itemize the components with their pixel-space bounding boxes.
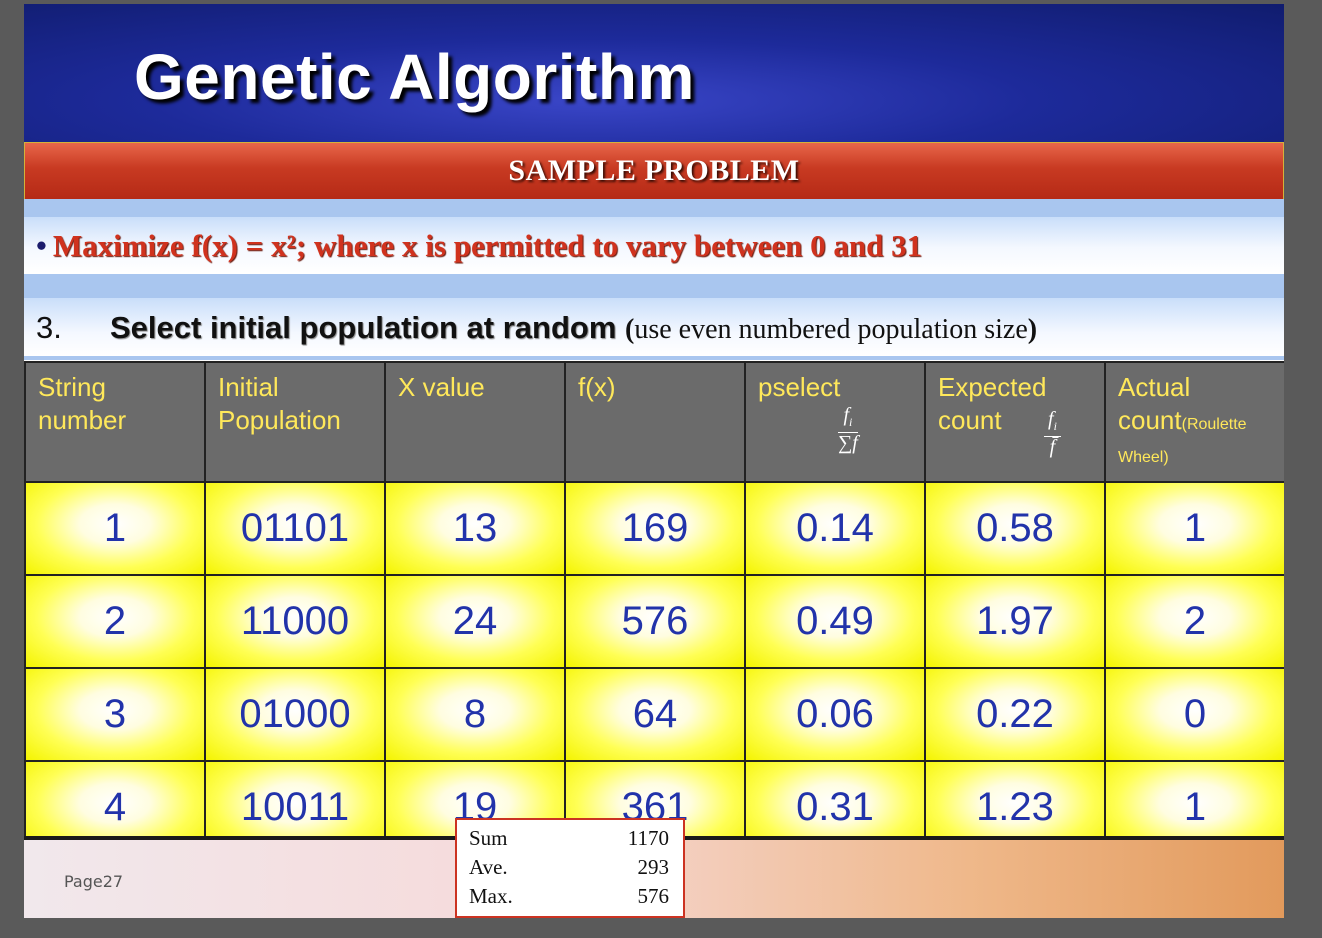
stat-value: 293	[637, 855, 670, 879]
header-string-number: String number	[24, 361, 206, 483]
table-cell: 0.06	[744, 667, 926, 762]
table-cell: 1	[1104, 481, 1284, 576]
problem-statement: • Maximize f(x) = x²; where x is permitte…	[36, 228, 922, 264]
step-number: 3.	[36, 310, 62, 345]
stat-label: Ave.	[469, 855, 508, 879]
title-bar: Genetic Algorithm	[24, 4, 1284, 142]
table-cell: 0.58	[924, 481, 1106, 576]
table-cell: 8	[384, 667, 566, 762]
page-number: Page27	[64, 872, 124, 891]
table-cell: 24	[384, 574, 566, 669]
expected-count-formula: fi f̄	[1044, 409, 1061, 457]
table-row: 2 11000 24 576 0.49 1.97 2	[24, 574, 1284, 669]
summary-stats-box: Sum 1170 Ave. 293 Max. 576	[455, 818, 685, 918]
stat-label: Sum	[469, 826, 508, 850]
stat-row-average: Ave. 293	[457, 855, 683, 884]
header-expected-count: Expected count fi f̄	[924, 361, 1106, 483]
table-header-row: String number Initial Population X value f…	[24, 361, 1284, 483]
step-heading: Select initial population at random (use…	[110, 310, 1037, 346]
table-cell: 0	[1104, 667, 1284, 762]
table-cell: 11000	[204, 574, 386, 669]
pselect-formula: fi ∑f	[838, 404, 858, 454]
table-cell: 13	[384, 481, 566, 576]
step-title: Select initial population at random	[110, 310, 617, 345]
stat-value: 576	[637, 884, 670, 908]
table-cell: 2	[24, 574, 206, 669]
divider-band	[24, 199, 1284, 217]
table-cell: 0.22	[924, 667, 1106, 762]
header-pselect: pselect fi ∑f	[744, 361, 926, 483]
stat-row-sum: Sum 1170	[457, 826, 683, 855]
header-initial-population: Initial Population	[204, 361, 386, 483]
slide: Genetic Algorithm SAMPLE PROBLEM • Maximi…	[24, 4, 1284, 918]
table-cell: 01101	[204, 481, 386, 576]
step-note: (use even numbered population size)	[625, 314, 1038, 345]
stat-label: Max.	[469, 884, 513, 908]
section-header-bar: SAMPLE PROBLEM	[24, 142, 1284, 200]
table-cell: 1.97	[924, 574, 1106, 669]
table-cell: 576	[564, 574, 746, 669]
table-cell: 169	[564, 481, 746, 576]
header-fx: f(x)	[564, 361, 746, 483]
table-cell: 0.14	[744, 481, 926, 576]
population-table: String number Initial Population X value f…	[24, 361, 1284, 855]
table-row: 1 01101 13 169 0.14 0.58 1	[24, 481, 1284, 576]
problem-statement-row: • Maximize f(x) = x²; where x is permitte…	[24, 217, 1284, 273]
header-actual-count: Actual count(Roulette Wheel)	[1104, 361, 1284, 483]
stat-row-max: Max. 576	[457, 884, 683, 913]
table-cell: 2	[1104, 574, 1284, 669]
step-row: 3. Select initial population at random (…	[24, 298, 1284, 360]
table-cell: 64	[564, 667, 746, 762]
slide-title: Genetic Algorithm	[134, 41, 695, 113]
bullet-icon: •	[36, 228, 47, 263]
divider-band	[24, 274, 1284, 298]
stat-value: 1170	[627, 826, 669, 850]
table-row: 3 01000 8 64 0.06 0.22 0	[24, 667, 1284, 762]
problem-text: Maximize f(x) = x²; where x is permitted…	[52, 228, 923, 263]
table-cell: 1	[24, 481, 206, 576]
table-cell: 3	[24, 667, 206, 762]
table-cell: 01000	[204, 667, 386, 762]
header-x-value: X value	[384, 361, 566, 483]
table-cell: 0.49	[744, 574, 926, 669]
section-title: SAMPLE PROBLEM	[508, 154, 800, 187]
